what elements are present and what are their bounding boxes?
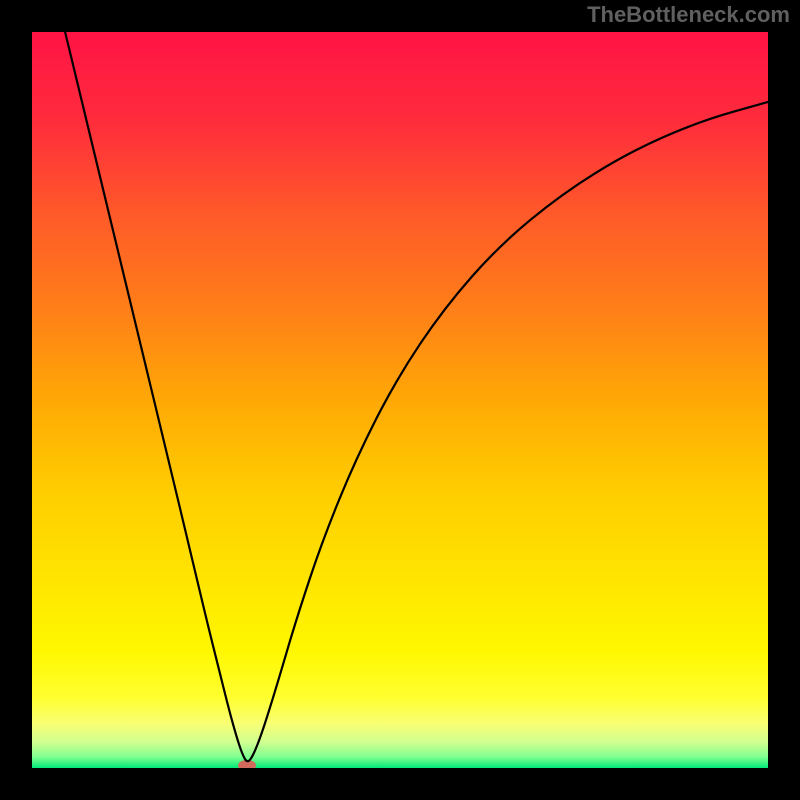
plot-area: [32, 32, 768, 768]
bottleneck-curve: [32, 32, 768, 768]
curve-path: [65, 32, 768, 761]
watermark-text: TheBottleneck.com: [587, 2, 790, 28]
